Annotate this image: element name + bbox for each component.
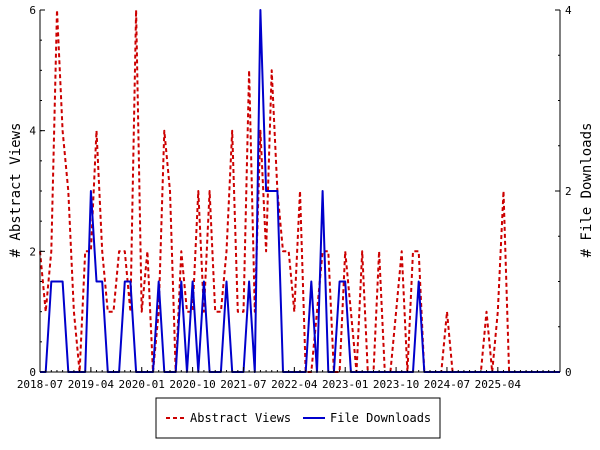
x-tick-label: 2018-07	[17, 378, 63, 391]
y-left-tick-label: 0	[29, 366, 36, 379]
y-right-tick-label: 4	[565, 4, 572, 17]
legend-label-abstract-views: Abstract Views	[190, 411, 291, 425]
x-tick-label: 2025-04	[475, 378, 522, 391]
y-right-tick-label: 0	[565, 366, 572, 379]
x-tick-label: 2024-07	[424, 378, 470, 391]
x-tick-label: 2019-04	[68, 378, 115, 391]
y-axis-title-right: # File Downloads	[579, 123, 595, 258]
y-left-tick-label: 4	[29, 125, 36, 138]
legend-box	[155, 397, 441, 439]
x-tick-label: 2022-04	[271, 378, 318, 391]
y-left-tick-label: 2	[29, 245, 36, 258]
x-tick-label: 2021-07	[220, 378, 266, 391]
y-axis-title-left: # Abstract Views	[8, 123, 24, 258]
axes-layer: 0 2 4 6 0 2 4 2018-07 2019-04 2020-01 2020-10 2021-…	[17, 4, 572, 391]
legend-label-file-downloads: File Downloads	[330, 411, 431, 425]
x-tick-label: 2023-10	[373, 378, 419, 391]
y-right-tick-label: 2	[565, 185, 572, 198]
y-left-tick-label: 6	[29, 4, 36, 17]
x-tick-label: 2020-10	[169, 378, 215, 391]
x-tick-label: 2023-01	[322, 378, 368, 391]
legend: Abstract Views File Downloads	[155, 397, 441, 439]
x-tick-label: 2020-01	[119, 378, 165, 391]
